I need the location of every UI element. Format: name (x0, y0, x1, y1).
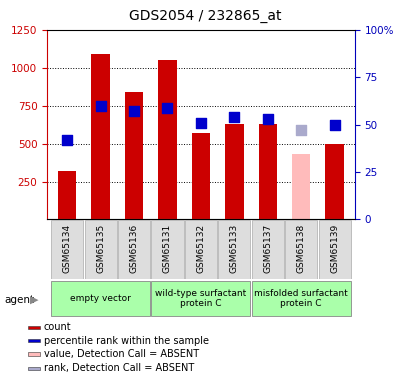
FancyBboxPatch shape (118, 220, 150, 279)
Text: GSM65134: GSM65134 (63, 224, 72, 273)
Bar (191, 133, 209, 219)
Point (231, 114, 237, 120)
Text: ▶: ▶ (29, 295, 38, 305)
Point (330, 122, 337, 128)
Text: GSM65133: GSM65133 (229, 224, 238, 273)
FancyBboxPatch shape (151, 220, 183, 279)
Point (164, 105, 170, 111)
FancyBboxPatch shape (318, 220, 350, 279)
FancyBboxPatch shape (218, 220, 250, 279)
FancyBboxPatch shape (51, 220, 83, 279)
Text: percentile rank within the sample: percentile rank within the sample (44, 336, 208, 346)
Bar (258, 124, 276, 219)
Point (264, 116, 270, 122)
Bar (225, 124, 243, 219)
Text: empty vector: empty vector (70, 294, 131, 303)
Point (130, 108, 137, 114)
Text: GSM65131: GSM65131 (163, 224, 171, 273)
FancyBboxPatch shape (84, 220, 117, 279)
Point (197, 120, 204, 126)
Text: agent: agent (4, 295, 34, 305)
Point (64, 137, 70, 143)
Text: GSM65138: GSM65138 (296, 224, 305, 273)
FancyBboxPatch shape (151, 281, 250, 316)
Text: GSM65136: GSM65136 (129, 224, 138, 273)
Bar (325, 144, 343, 219)
Bar (91, 54, 110, 219)
Text: GSM65139: GSM65139 (329, 224, 338, 273)
FancyBboxPatch shape (51, 281, 150, 316)
FancyBboxPatch shape (251, 281, 350, 316)
Bar (28, 352, 40, 356)
Point (297, 128, 304, 134)
Text: GSM65137: GSM65137 (263, 224, 272, 273)
FancyBboxPatch shape (284, 220, 317, 279)
Point (97, 103, 103, 109)
Bar (28, 339, 40, 342)
Text: misfolded surfactant
protein C: misfolded surfactant protein C (254, 289, 347, 308)
Text: GSM65135: GSM65135 (96, 224, 105, 273)
FancyBboxPatch shape (251, 220, 283, 279)
Text: value, Detection Call = ABSENT: value, Detection Call = ABSENT (44, 349, 198, 359)
Bar (158, 60, 176, 219)
Text: GSM65132: GSM65132 (196, 224, 205, 273)
Text: rank, Detection Call = ABSENT: rank, Detection Call = ABSENT (44, 363, 194, 374)
Text: GDS2054 / 232865_at: GDS2054 / 232865_at (128, 9, 281, 23)
Bar (28, 367, 40, 370)
Text: count: count (44, 322, 71, 332)
Bar (58, 171, 76, 219)
Bar (291, 154, 310, 219)
Bar (28, 326, 40, 329)
FancyBboxPatch shape (184, 220, 216, 279)
Text: wild-type surfactant
protein C: wild-type surfactant protein C (155, 289, 246, 308)
Bar (125, 92, 143, 219)
